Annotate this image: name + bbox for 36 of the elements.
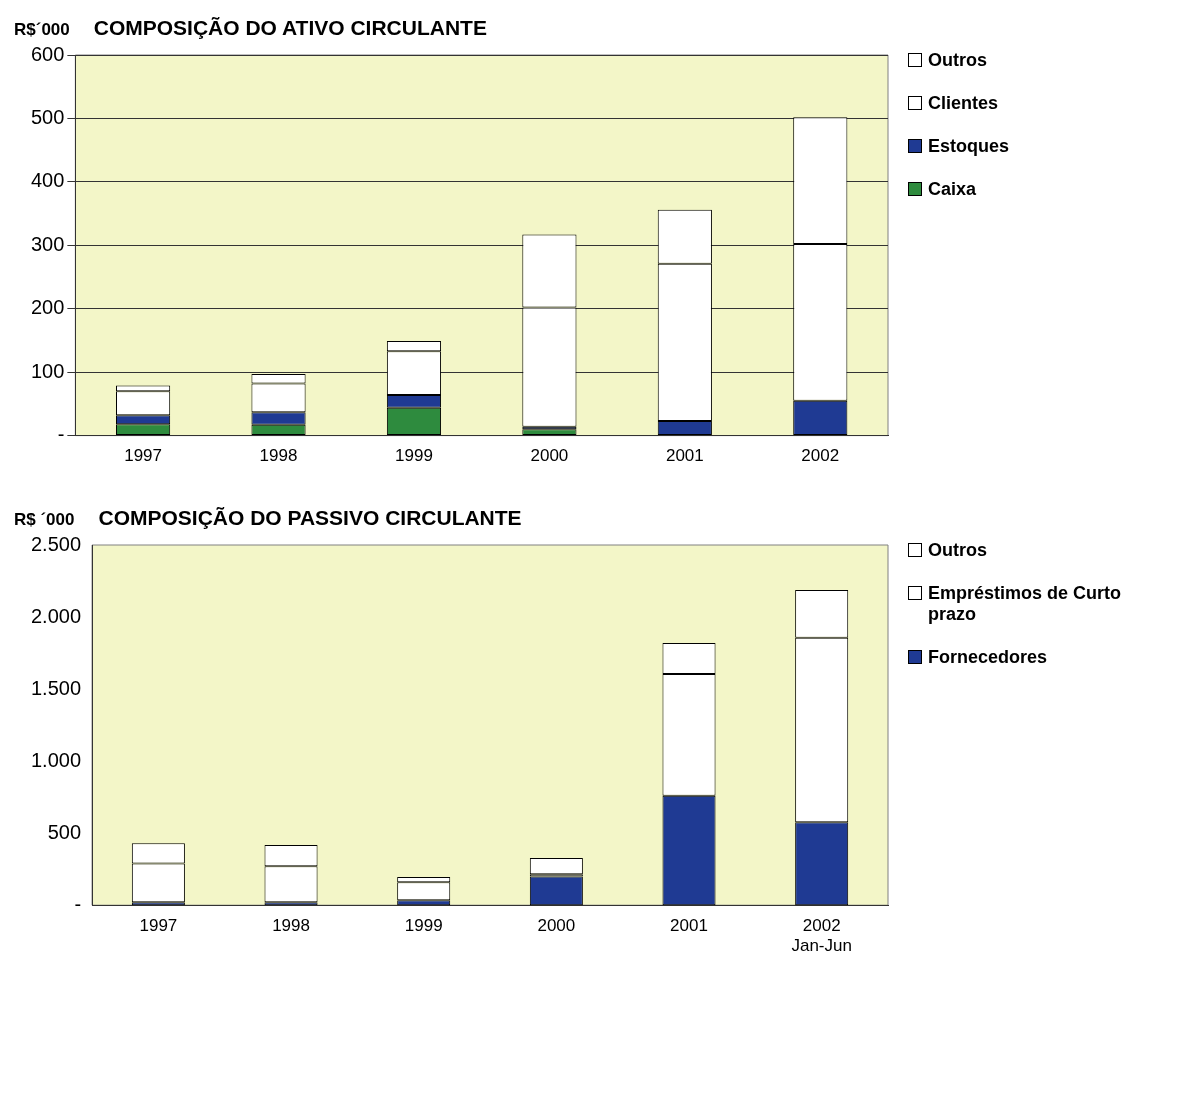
x-tick-label: 2001 [670, 916, 708, 936]
legend-label: Estoques [928, 136, 1010, 157]
y-tick-label: 2.000 [30, 604, 82, 627]
y-tick-label: - [57, 423, 65, 446]
y-tick-label: 1.500 [30, 676, 82, 699]
y-tick-label: 500 [47, 820, 82, 843]
y-tick-label: 300 [30, 232, 65, 255]
legend-label: Clientes [928, 93, 999, 114]
legend-label: Caixa [928, 179, 977, 200]
y-tick-label: 1.000 [30, 748, 82, 771]
x-tick-label: 2000 [537, 916, 576, 936]
y-tick-label: 200 [30, 296, 65, 319]
y-tick-label: - [74, 892, 82, 915]
x-tick-label: 1997 [124, 446, 162, 466]
chart-title: COMPOSIÇÃO DO PASSIVO CIRCULANTE [98, 506, 522, 530]
y-axis-title: R$ ´000 [14, 510, 75, 530]
x-tick-label: 2001 [665, 446, 704, 466]
legend-label: Fornecedores [928, 647, 1048, 668]
chart-title: COMPOSIÇÃO DO ATIVO CIRCULANTE [93, 16, 487, 40]
x-tick-label: 2000 [530, 446, 569, 466]
y-tick-label: 100 [30, 359, 65, 382]
x-tick-label: 1998 [272, 916, 310, 936]
y-tick-label: 600 [30, 42, 65, 65]
x-tick-label: 1997 [139, 916, 178, 936]
x-tick-label: 1999 [395, 446, 433, 466]
y-tick-label: 2.500 [30, 532, 82, 555]
legend-label: Outros [928, 540, 988, 561]
y-tick-label: 500 [30, 105, 65, 128]
x-tick-label: 2002 [801, 446, 840, 466]
x-tick-label: 1999 [404, 916, 443, 936]
x-tick-label: 2002 Jan-Jun [791, 916, 852, 956]
legend-label: Empréstimos de Curto prazo [928, 583, 1123, 625]
x-tick-label: 1998 [259, 446, 298, 466]
y-tick-label: 400 [30, 169, 65, 192]
legend-label: Outros [928, 50, 988, 71]
y-axis-title: R$´000 [14, 20, 70, 40]
